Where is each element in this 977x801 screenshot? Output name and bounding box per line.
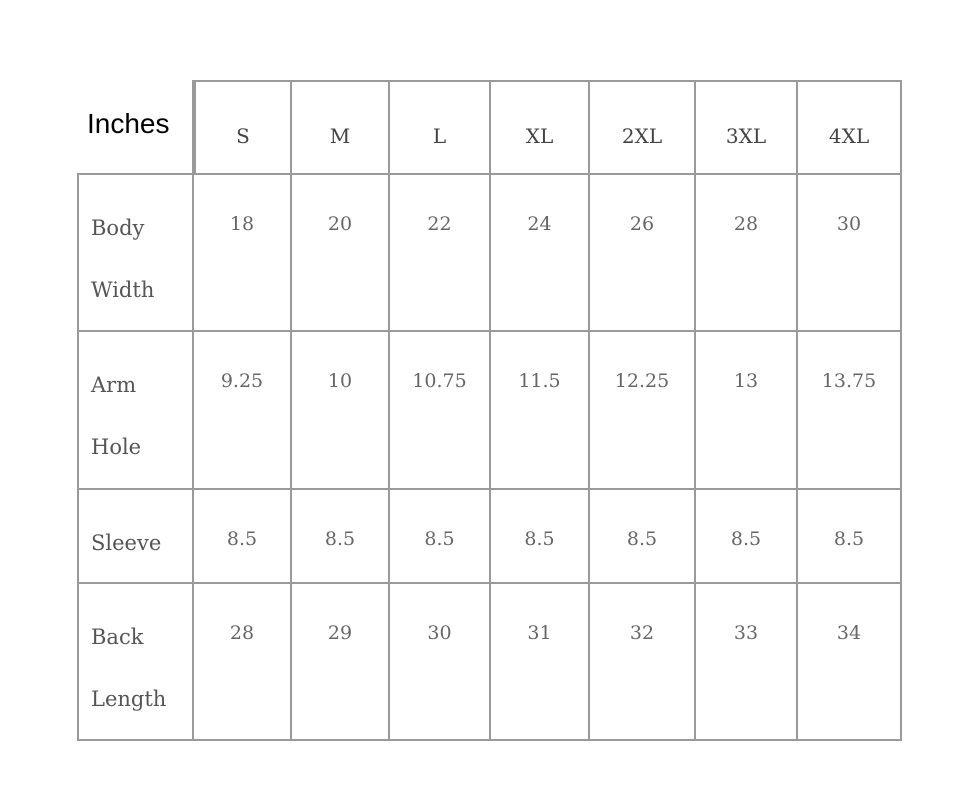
table-cell: 32 <box>590 584 696 741</box>
column-header-xl: XL <box>491 80 590 175</box>
table-cell: 28 <box>194 584 292 741</box>
column-header-3xl: 3XL <box>696 80 798 175</box>
column-header-s: S <box>194 80 292 175</box>
row-label-line: Width <box>91 278 155 302</box>
row-label-line: Body <box>91 216 145 240</box>
column-header-l: L <box>390 80 491 175</box>
table-cell: 34 <box>798 584 902 741</box>
table-cell: 18 <box>194 175 292 332</box>
table-cell: 8.5 <box>798 490 902 584</box>
row-label: Arm Hole <box>77 332 194 490</box>
table-cell: 8.5 <box>491 490 590 584</box>
table-cell: 26 <box>590 175 696 332</box>
table-cell: 8.5 <box>194 490 292 584</box>
table-cell: 29 <box>292 584 390 741</box>
row-label-line: Arm <box>91 373 137 397</box>
table-cell: 8.5 <box>696 490 798 584</box>
row-label-line: Sleeve <box>91 531 162 555</box>
table-cell: 24 <box>491 175 590 332</box>
row-label-line: Back <box>91 625 144 649</box>
column-header-2xl: 2XL <box>590 80 696 175</box>
row-label-line: Length <box>91 687 167 711</box>
table-cell: 13.75 <box>798 332 902 490</box>
table-cell: 33 <box>696 584 798 741</box>
row-label: Back Length <box>77 584 194 741</box>
table-cell: 31 <box>491 584 590 741</box>
table-cell: 8.5 <box>590 490 696 584</box>
table-cell: 13 <box>696 332 798 490</box>
table-cell: 8.5 <box>292 490 390 584</box>
table-cell: 10 <box>292 332 390 490</box>
table-cell: 30 <box>798 175 902 332</box>
table-cell: 20 <box>292 175 390 332</box>
row-label-line: Hole <box>91 435 142 459</box>
table-cell: 8.5 <box>390 490 491 584</box>
table-cell: 30 <box>390 584 491 741</box>
column-header-4xl: 4XL <box>798 80 902 175</box>
table-cell: 10.75 <box>390 332 491 490</box>
table-cell: 12.25 <box>590 332 696 490</box>
table-cell: 22 <box>390 175 491 332</box>
table-cell: 11.5 <box>491 332 590 490</box>
size-chart-table: Inches S M L XL 2XL 3XL 4XL Body Width 18 20 22 24 26… <box>77 80 902 741</box>
table-cell: 9.25 <box>194 332 292 490</box>
row-label: Sleeve <box>77 490 194 584</box>
table-cell: 28 <box>696 175 798 332</box>
unit-label: Inches <box>77 80 194 175</box>
row-label: Body Width <box>77 175 194 332</box>
column-header-m: M <box>292 80 390 175</box>
